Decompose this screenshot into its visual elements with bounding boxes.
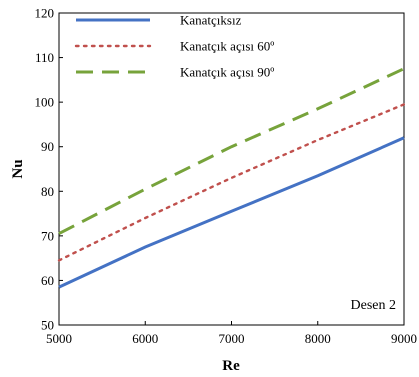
series-line-2 [57, 103, 406, 262]
x-tick-label: 8000 [305, 331, 331, 346]
legend-label-1: Kanatçıksız [180, 13, 242, 28]
y-tick-label: 60 [41, 273, 54, 288]
y-tick-label: 110 [35, 50, 54, 65]
y-axis-title: Nu [10, 159, 26, 178]
y-tick-label: 80 [41, 184, 54, 199]
plot-frame [58, 12, 405, 326]
legend-label-2: Kanatçık açısı 60º [180, 39, 274, 54]
series-layer [57, 67, 406, 289]
y-tick-label: 90 [41, 139, 54, 154]
series-line-1 [58, 136, 405, 289]
y-tick-label: 50 [41, 318, 54, 333]
y-tick-label: 120 [35, 6, 55, 21]
chart-annotation: Desen 2 [351, 298, 397, 313]
y-tick-label: 70 [41, 228, 54, 243]
series-line-3 [58, 67, 405, 235]
x-tick-label: 7000 [219, 331, 245, 346]
x-tick-label: 5000 [46, 331, 72, 346]
x-tick-label: 9000 [391, 331, 417, 346]
x-axis-title: Re [222, 358, 240, 374]
x-tick-label: 6000 [132, 331, 158, 346]
y-tick-label: 100 [35, 95, 55, 110]
legend-label-3: Kanatçık açısı 90º [180, 65, 274, 80]
ticks-layer: 50 60 70 80 90 100 110 120 5000 6000 7000 8000 9000 [35, 6, 418, 347]
legend: Kanatçıksız Kanatçık açısı 60º Kanatçık aç… [74, 13, 274, 80]
